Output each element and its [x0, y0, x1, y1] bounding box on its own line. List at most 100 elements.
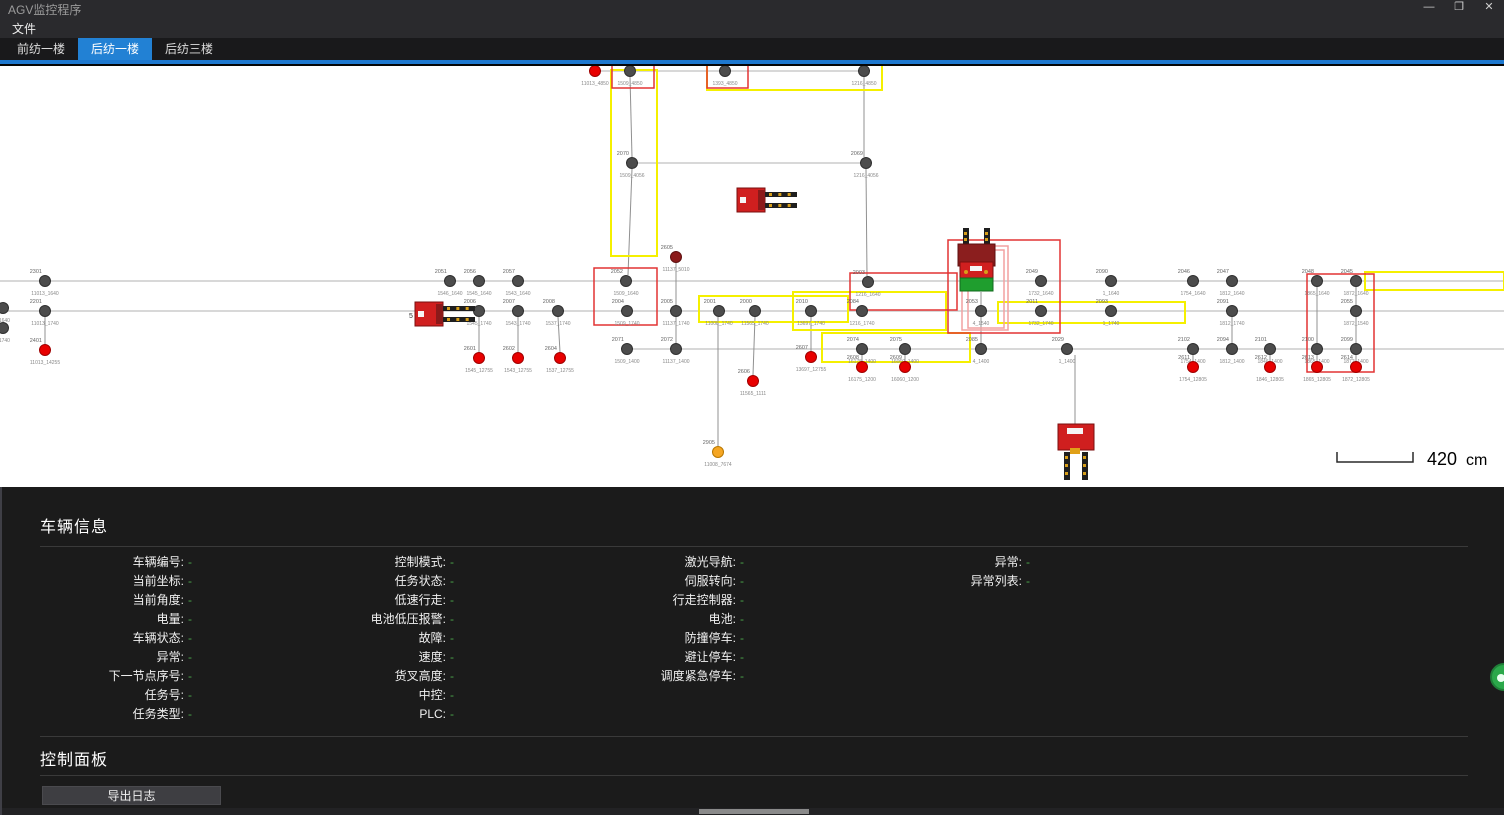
map-node[interactable]: 2608 16175_1200 — [847, 355, 876, 383]
map-node[interactable]: 2071 1509_1400 — [612, 337, 640, 365]
map-node[interactable]: 2006 1545_1740 — [464, 299, 492, 327]
map-node[interactable]: 2091 1812_1740 — [1217, 299, 1245, 327]
map-node[interactable]: 2005 11137_1740 — [661, 299, 690, 327]
agv-forklift[interactable]: 5 — [409, 301, 475, 327]
node-label: _1640 — [0, 318, 10, 324]
map-node[interactable]: 2051 1546_1640 — [435, 269, 463, 297]
agv-forklift[interactable] — [1057, 423, 1095, 480]
map-node[interactable]: 2008 1537_1740 — [543, 299, 571, 327]
field-label: 任务状态: — [394, 574, 446, 588]
node-label: 1732_1740 — [1028, 321, 1053, 327]
map-node[interactable]: 2049 1732_1640 — [1026, 269, 1054, 297]
node-label: 11137_1400 — [662, 359, 689, 365]
map-node[interactable]: 2613 1865_12805 — [1302, 355, 1331, 383]
map-node[interactable]: 2612 1846_12805 — [1255, 355, 1284, 383]
map-node[interactable]: 2601 1545_12755 — [464, 346, 493, 374]
tab-underline — [0, 60, 1504, 64]
map-node[interactable]: 2605 11137_5010 — [661, 245, 690, 273]
map-node[interactable]: 2085 4_1400 — [966, 337, 990, 365]
map-node[interactable]: 2093 1_1740 — [1096, 299, 1120, 327]
map-node[interactable]: 2606 11565_1111 — [738, 369, 767, 397]
map-node[interactable]: 2007 1543_1740 — [503, 299, 531, 327]
map-node[interactable]: 2011 1732_1740 — [1026, 299, 1054, 327]
map-node[interactable]: 2069 1216_4056 — [851, 151, 879, 179]
map-node[interactable]: 2090 1_1640 — [1096, 269, 1120, 297]
node-label: 1216_4056 — [853, 173, 878, 179]
map-node[interactable]: 2604 1537_12755 — [545, 346, 574, 374]
map-node[interactable]: _1740 — [0, 322, 10, 345]
tab-item-2[interactable]: 后纺三楼 — [165, 42, 214, 56]
field-label: 异常: — [156, 650, 184, 664]
map-node[interactable]: 2609 16060_1200 — [890, 355, 919, 383]
map-node[interactable]: 2607 13697_12755 — [796, 345, 827, 373]
field-value: - — [740, 650, 744, 664]
scrollbar-thumb[interactable] — [699, 809, 809, 814]
map-node[interactable]: 20671216_4850 — [849, 66, 877, 87]
map-node[interactable]: 2048 1865_1640 — [1302, 269, 1330, 297]
map-node[interactable]: 2052 1509_1640 — [611, 269, 639, 297]
tab-item-0[interactable]: 前纺一楼 — [17, 42, 66, 56]
map-node[interactable]: 2055 1872_1540 — [1341, 299, 1369, 327]
map-node[interactable]: 2611 1754_12805 — [1178, 355, 1207, 383]
map-node[interactable]: 2010 13697_1740 — [796, 299, 825, 327]
tab-item-1[interactable]: 后纺一楼 — [78, 38, 153, 60]
map-node[interactable]: 2201 11013_1740 — [30, 299, 59, 327]
map-node[interactable]: 2001 11008_1740 — [704, 299, 733, 327]
map-canvas[interactable]: 290011013_4850 20651509_4850 20661393_4850… — [0, 64, 1504, 487]
info-row: 电池低压报警: - — [264, 610, 474, 629]
export-log-button[interactable]: 导出日志 — [42, 786, 221, 805]
node-label: 1393_4850 — [712, 81, 737, 87]
map-node[interactable]: 2003 1216_1640 — [853, 270, 881, 298]
node-id: 2085 — [966, 337, 978, 343]
info-row: 异常: - — [2, 648, 212, 667]
field-label: 任务类型: — [132, 707, 184, 721]
node-label: 1_1400 — [1059, 359, 1076, 365]
horizontal-scrollbar[interactable] — [2, 808, 1504, 815]
node-id: 2607 — [796, 345, 808, 351]
map-node[interactable]: 2053 4_1540 — [966, 299, 990, 327]
node-id: 2056 — [464, 269, 476, 275]
map-node[interactable]: 2401 11013_14255 — [30, 338, 61, 366]
info-row: 车辆状态: - — [2, 629, 212, 648]
map-node[interactable]: 2614 1872_12805 — [1341, 355, 1370, 383]
info-column-1: 控制模式: - 任务状态: - 低速行走: - 电池低压报警: - 故障: - 速度: - 货叉高度: -… — [264, 553, 474, 724]
node-label: 11565_1111 — [740, 391, 767, 397]
map-node[interactable]: 20661393_4850 — [710, 66, 738, 87]
map-node[interactable]: 2301 11013_1640 — [30, 269, 59, 297]
map-node[interactable]: 2602 1543_12755 — [503, 346, 532, 374]
close-button[interactable]: ✕ — [1474, 0, 1504, 16]
map-node[interactable]: 2029 1_1400 — [1052, 337, 1076, 365]
map-node[interactable]: _1640 — [0, 302, 10, 325]
map-node[interactable]: 2056 1545_1640 — [464, 269, 492, 297]
divider — [40, 775, 1468, 776]
map-node[interactable]: 2045 1872_1640 — [1341, 269, 1369, 297]
minimize-button[interactable]: — — [1414, 0, 1444, 16]
node-id: 2011 — [1026, 299, 1038, 305]
node-id: 2010 — [796, 299, 808, 305]
node-id: 2602 — [503, 346, 515, 352]
field-value: - — [740, 612, 744, 626]
restore-button[interactable]: ❐ — [1444, 0, 1474, 16]
map-node[interactable]: 20651509_4850 — [615, 66, 643, 87]
map-node[interactable]: 2084 1216_1740 — [847, 299, 875, 327]
field-label: PLC: — [419, 707, 446, 721]
map-node[interactable]: 2000 11565_1740 — [740, 299, 769, 327]
map-node[interactable]: 2057 1543_1640 — [503, 269, 531, 297]
map-node[interactable]: 2070 1509_4056 — [617, 151, 645, 179]
field-label: 避让停车: — [684, 650, 736, 664]
node-id: 2052 — [611, 269, 623, 275]
map-node[interactable]: 2094 1812_1400 — [1217, 337, 1245, 365]
agv-forklift[interactable] — [957, 228, 996, 292]
map-node[interactable]: 2905 11008_7674 — [703, 440, 732, 468]
map-node[interactable]: 290011013_4850 — [580, 66, 609, 87]
map-node[interactable]: 2004 1509_1740 — [612, 299, 640, 327]
agv-forklift[interactable] — [736, 187, 797, 213]
map-node[interactable]: 2046 1754_1640 — [1178, 269, 1206, 297]
menu-item-file[interactable]: 文件 — [12, 22, 37, 36]
map-node[interactable]: 2072 11137_1400 — [661, 337, 690, 365]
info-row: 当前坐标: - — [2, 572, 212, 591]
info-row: 电量: - — [2, 610, 212, 629]
field-label: 速度: — [418, 650, 446, 664]
map-node[interactable]: 2047 1812_1640 — [1217, 269, 1245, 297]
field-label: 行走控制器: — [672, 593, 736, 607]
